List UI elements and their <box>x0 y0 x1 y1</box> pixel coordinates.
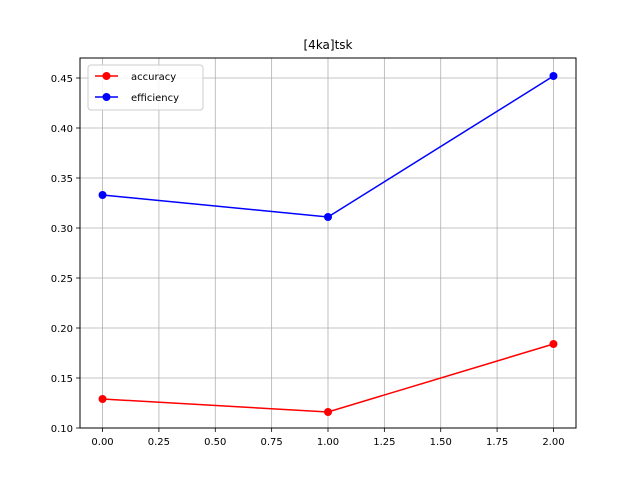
y-tick-label: 0.40 <box>51 124 73 135</box>
series-efficiency <box>98 72 558 221</box>
x-tick-label: 2.00 <box>542 437 564 448</box>
accuracy-point <box>549 340 558 348</box>
x-tick-label: 0.25 <box>148 437 170 448</box>
x-tick-label: 0.75 <box>261 437 283 448</box>
series-layer <box>98 72 558 416</box>
legend-efficiency-marker <box>102 93 111 101</box>
x-tick-label: 0.50 <box>204 437 226 448</box>
y-tick-label: 0.10 <box>51 424 73 435</box>
x-tick-label: 1.75 <box>486 437 508 448</box>
efficiency-point <box>98 191 107 199</box>
x-tick-label: 1.25 <box>373 437 395 448</box>
efficiency-point <box>549 72 558 80</box>
x-tick-label: 1.00 <box>317 437 339 448</box>
legend-accuracy-label: accuracy <box>131 72 176 83</box>
y-tick-label: 0.35 <box>51 174 73 185</box>
chart-title: [4ka]tsk <box>304 38 353 52</box>
y-tick-label: 0.30 <box>51 224 73 235</box>
accuracy-point <box>324 408 332 416</box>
x-tick-label: 0.00 <box>91 437 113 448</box>
y-axis-ticks: 0.10 0.15 0.20 0.25 0.30 0.35 0.40 0.45 <box>51 74 80 435</box>
y-tick-label: 0.25 <box>51 274 73 285</box>
y-tick-label: 0.15 <box>51 374 73 385</box>
x-tick-label: 1.50 <box>430 437 452 448</box>
accuracy-point <box>98 395 107 403</box>
x-axis-ticks: 0.00 0.25 0.50 0.75 1.00 1.25 1.50 1.75 2.00 <box>91 428 565 448</box>
legend: accuracy efficiency <box>87 64 204 111</box>
series-accuracy <box>98 340 558 416</box>
efficiency-point <box>324 213 332 221</box>
y-tick-label: 0.45 <box>51 74 73 85</box>
legend-accuracy-marker <box>102 72 111 80</box>
legend-efficiency-label: efficiency <box>131 93 179 104</box>
y-tick-label: 0.20 <box>51 324 73 335</box>
